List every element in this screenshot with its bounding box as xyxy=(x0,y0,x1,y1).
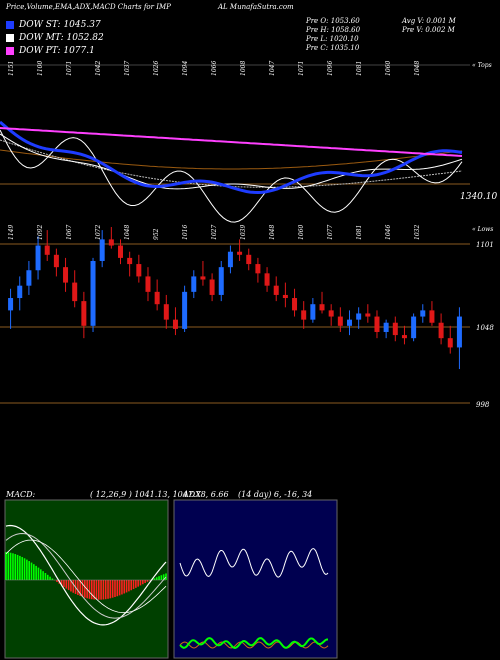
price-line xyxy=(0,129,463,223)
ohlc-right: Avg V: 0.001 M Pre V: 0.002 M xyxy=(402,17,456,35)
candle-body xyxy=(17,285,23,299)
level-label-1048: 1048 xyxy=(476,324,494,332)
adx-line xyxy=(179,547,329,578)
ema-line-blue xyxy=(0,120,463,195)
candle-body xyxy=(447,338,453,348)
candle-body xyxy=(246,254,252,265)
candle-body xyxy=(337,316,343,326)
pre-open: Pre O: 1053.60 xyxy=(306,17,360,25)
legend-dow-st: DOW ST: 1045.37 xyxy=(6,19,101,30)
candle-body xyxy=(44,245,50,255)
candle-body xyxy=(209,279,215,295)
macd-signal-line xyxy=(5,532,167,619)
adx-background xyxy=(173,499,338,659)
level-label-998: 998 xyxy=(476,401,490,409)
macd-extra-line xyxy=(5,539,167,614)
macd-values: ( 12,26,9 ) 1041.13, 1047.78, 6.66 xyxy=(90,490,229,499)
candle-body xyxy=(182,291,188,329)
candle-body xyxy=(72,282,78,302)
candle-body xyxy=(53,254,59,268)
candle-body xyxy=(136,264,142,277)
adx-label: ADX xyxy=(183,490,201,499)
chart-title: Price,Volume,EMA,ADX,MACD Charts for IMP xyxy=(6,3,171,11)
pre-volume: Pre V: 0.002 M xyxy=(402,26,455,34)
last-price-label: 1340.10 xyxy=(460,192,498,202)
candle-body xyxy=(347,319,352,326)
legend-dow-mt: DOW MT: 1052.82 xyxy=(6,32,104,43)
candle-body xyxy=(264,273,270,286)
adx-di-plus-line xyxy=(179,637,328,649)
candle-body xyxy=(282,294,288,299)
pre-close: Pre C: 1035.10 xyxy=(306,44,360,52)
candle-body xyxy=(429,310,435,323)
candle-body xyxy=(319,304,325,311)
candle-body xyxy=(383,322,389,332)
candle-body xyxy=(292,298,298,311)
candle-body xyxy=(108,239,114,246)
tops-label: « Tops xyxy=(472,62,492,69)
legend-dow-pt: DOW PT: 1077.1 xyxy=(6,45,95,56)
legend-label: DOW ST: 1045.37 xyxy=(19,19,101,30)
candle-body xyxy=(145,276,151,292)
legend-swatch xyxy=(6,20,14,29)
adx-values: (14 day) 6, -16, 34 xyxy=(238,490,313,499)
ema-line-white-dashed xyxy=(0,139,463,188)
lows-label: « Lows xyxy=(472,226,494,233)
candle-body xyxy=(191,276,197,292)
candle-body xyxy=(81,301,87,326)
avg-volume: Avg V: 0.001 M xyxy=(402,17,456,25)
pre-low: Pre L: 1020.10 xyxy=(306,35,359,43)
level-label-1101: 1101 xyxy=(476,241,494,249)
candle-body xyxy=(163,304,169,320)
macd-label: MACD: xyxy=(6,490,36,499)
candle-body xyxy=(411,316,417,339)
candle-body xyxy=(273,285,279,295)
legend-swatch xyxy=(6,46,14,55)
legend-label: DOW MT: 1052.82 xyxy=(19,32,104,43)
candle-body xyxy=(90,260,96,326)
candle-body xyxy=(255,264,261,274)
candle-body xyxy=(456,316,462,348)
candle-body xyxy=(172,319,178,329)
candle-body xyxy=(237,251,243,255)
candle-body xyxy=(420,310,426,317)
candle-body xyxy=(227,251,233,268)
candle-body xyxy=(328,310,334,317)
candle-body xyxy=(99,239,105,261)
legend-swatch xyxy=(6,33,14,42)
candle-body xyxy=(401,335,407,339)
candle-body xyxy=(438,322,444,339)
ohlc-left: Pre O: 1053.60 Pre H: 1058.60 Pre L: 102… xyxy=(306,17,360,53)
ema-line-magenta xyxy=(0,127,463,157)
candle-body xyxy=(35,245,41,271)
ema-line-brown xyxy=(0,149,463,170)
candle-body xyxy=(118,245,123,258)
candle-body xyxy=(218,267,224,295)
candle-body xyxy=(356,313,362,320)
candle-body xyxy=(63,267,69,283)
candle-body xyxy=(26,270,32,286)
ema-line-white xyxy=(0,133,463,190)
site-name: AL MunafaSutra.com xyxy=(218,3,294,11)
candle-body xyxy=(392,322,398,336)
candle-body xyxy=(310,304,316,320)
candle-body xyxy=(200,276,206,280)
candle-body xyxy=(8,298,14,311)
candle-body xyxy=(127,257,133,265)
candle-body xyxy=(365,313,371,317)
pre-high: Pre H: 1058.60 xyxy=(306,26,361,34)
candle-body xyxy=(301,310,307,320)
candle-body xyxy=(374,316,380,332)
legend-label: DOW PT: 1077.1 xyxy=(19,45,95,56)
candle-body xyxy=(154,291,160,305)
